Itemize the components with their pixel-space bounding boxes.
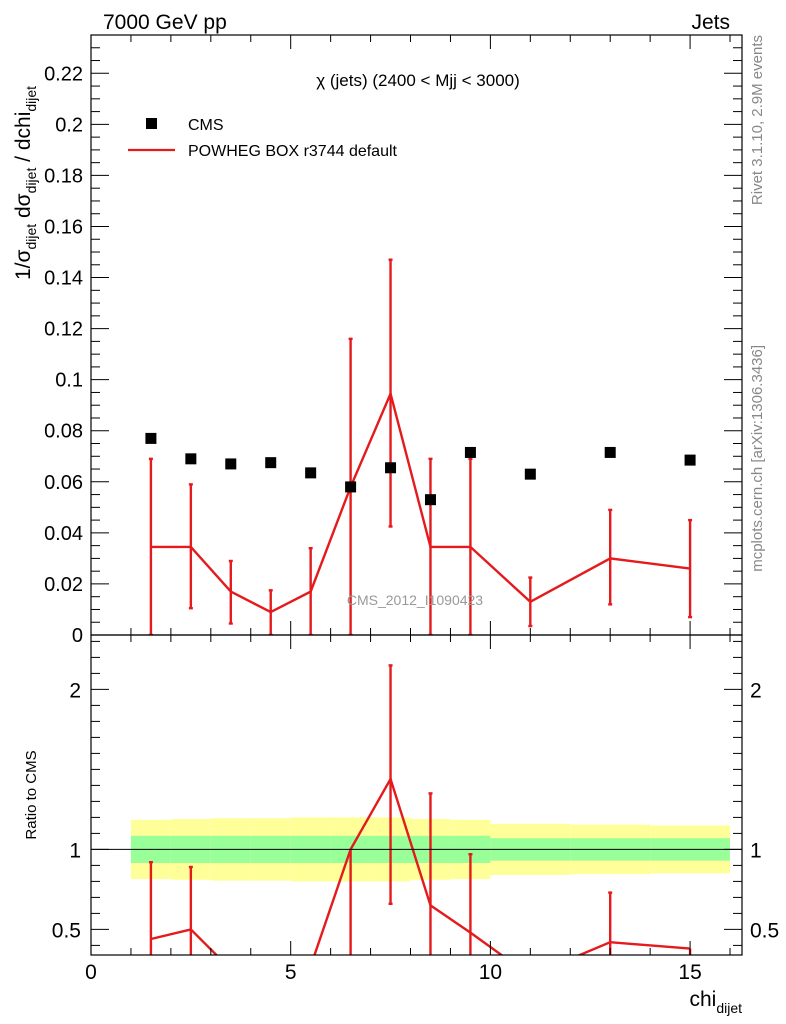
main-y-tick-label: 0.12: [44, 319, 83, 341]
main-y-tick-label: 0.02: [44, 574, 83, 596]
cms-data-point: [604, 446, 616, 458]
cms-data-point: [524, 468, 536, 480]
main-y-axis-title: 1/σdijet dσdijet / dchidijet: [12, 86, 39, 280]
ratio-y-tick-label-left: 1: [69, 839, 81, 862]
cms-data-point: [145, 432, 157, 444]
cms-data-point: [684, 454, 696, 466]
cms-data-point: [464, 446, 476, 458]
mcplots-label: mcplots.cern.ch [arXiv:1306.3436]: [749, 345, 766, 572]
ratio-plot: 0 5 10 15 0.5 1 2 0.5 1 2 Ratio to CMS chidijet: [23, 634, 779, 1016]
legend: CMS POWHEG BOX r3744 default: [128, 117, 398, 160]
main-plot-title: χ (jets) (2400 < Mjj < 3000): [316, 71, 520, 90]
x-tick-label: 10: [479, 961, 502, 984]
ratio-mc-line: [150, 776, 691, 955]
cms-data-point: [185, 453, 197, 465]
main-y-tick-label: 0.06: [44, 472, 83, 494]
ratio-y-tick-label-right: 0.5: [750, 919, 779, 942]
main-y-tick-label: 0: [72, 625, 83, 647]
cms-data-point: [305, 467, 317, 479]
header-energy-label: 7000 GeV pp: [103, 11, 227, 34]
main-y-tick-label: 0.16: [44, 216, 83, 238]
main-plot: 0 0.02 0.04 0.06 0.08 0.1 0.12 0.14 0.16 0.18 0.2 0…: [12, 34, 743, 647]
x-tick-label: 0: [85, 961, 97, 984]
main-y-tick-label: 0.1: [55, 370, 83, 392]
main-y-tick-label: 0.14: [44, 268, 83, 290]
main-y-tick-label: 0.04: [44, 523, 83, 545]
legend-mc-label: POWHEG BOX r3744 default: [188, 143, 398, 160]
main-y-tick-label: 0.22: [44, 63, 83, 85]
cms-data-point: [385, 462, 397, 474]
main-y-tick-label: 0.08: [44, 421, 83, 443]
cms-data-point: [424, 494, 436, 506]
x-tick-label: 15: [678, 961, 701, 984]
cms-data-point: [265, 457, 277, 469]
ratio-y-tick-label-left: 2: [69, 679, 81, 702]
ratio-y-axis-title: Ratio to CMS: [23, 750, 40, 839]
header-process-label: Jets: [691, 11, 730, 34]
cms-data-point: [225, 458, 237, 470]
watermark-label: CMS_2012_I1090423: [347, 592, 483, 608]
x-axis-title: chidijet: [689, 988, 742, 1016]
main-y-tick-label: 0.2: [55, 114, 83, 136]
ratio-frame: [90, 634, 743, 956]
mc-line: [150, 390, 691, 614]
ratio-y-tick-label-left: 0.5: [52, 919, 81, 942]
rivet-version-label: Rivet 3.1.10, 2.9M events: [749, 35, 766, 205]
x-tick-label: 5: [285, 961, 297, 984]
ratio-y-tick-label-right: 2: [750, 679, 762, 702]
cms-data-point: [345, 481, 357, 493]
main-y-tick-label: 0.18: [44, 165, 83, 187]
legend-cms-marker: [146, 118, 157, 129]
ratio-y-tick-label-right: 1: [750, 839, 762, 862]
legend-cms-label: CMS: [188, 117, 224, 134]
